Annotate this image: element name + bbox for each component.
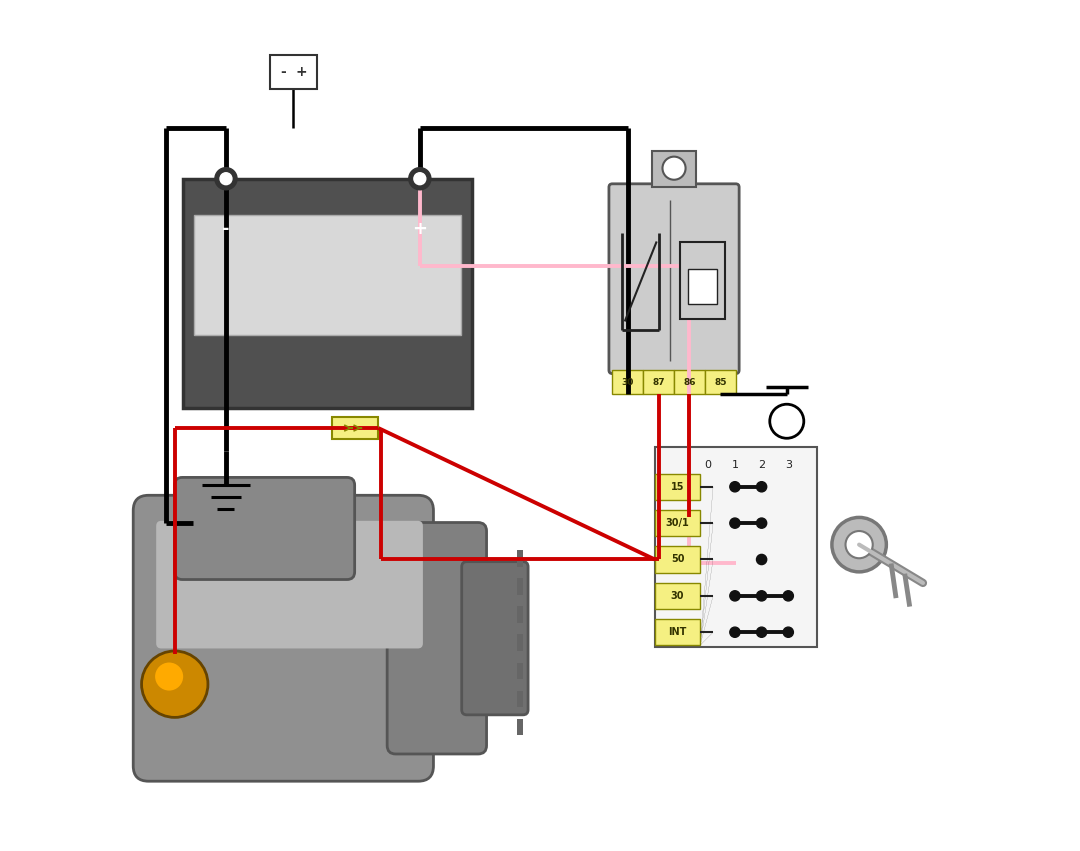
Text: 87: 87 <box>652 378 665 386</box>
Text: 1: 1 <box>731 460 739 470</box>
FancyBboxPatch shape <box>175 477 354 580</box>
Circle shape <box>756 627 767 637</box>
Bar <box>332 417 378 439</box>
FancyBboxPatch shape <box>609 184 739 374</box>
FancyBboxPatch shape <box>157 521 423 648</box>
Bar <box>654 583 700 609</box>
Text: INT: INT <box>669 627 687 637</box>
Circle shape <box>730 518 740 528</box>
Bar <box>674 370 705 394</box>
Circle shape <box>770 404 804 438</box>
Bar <box>517 606 523 623</box>
Circle shape <box>408 168 431 190</box>
Text: +: + <box>296 66 308 79</box>
Circle shape <box>832 517 887 572</box>
Circle shape <box>783 627 794 637</box>
Bar <box>517 662 523 679</box>
Bar <box>517 691 523 707</box>
Circle shape <box>156 662 184 691</box>
Text: 30: 30 <box>671 591 685 601</box>
Bar <box>705 370 735 394</box>
Bar <box>654 510 700 536</box>
Bar <box>680 242 725 319</box>
Circle shape <box>220 173 232 185</box>
Bar <box>270 55 316 89</box>
Circle shape <box>662 157 686 180</box>
FancyBboxPatch shape <box>462 562 528 715</box>
Bar <box>517 718 523 735</box>
Circle shape <box>756 591 767 601</box>
Text: 50: 50 <box>671 555 685 564</box>
Circle shape <box>756 518 767 528</box>
Bar <box>517 635 523 651</box>
Circle shape <box>730 591 740 601</box>
Circle shape <box>783 591 794 601</box>
Bar <box>517 550 523 567</box>
Circle shape <box>730 482 740 492</box>
Bar <box>654 620 700 645</box>
Bar <box>654 546 700 573</box>
Bar <box>652 151 697 187</box>
Bar <box>193 215 461 335</box>
Text: 3: 3 <box>785 460 792 470</box>
Bar <box>183 179 472 408</box>
Bar <box>654 474 700 500</box>
Text: 86: 86 <box>684 378 696 386</box>
Bar <box>644 370 674 394</box>
Text: +: + <box>413 220 428 238</box>
Text: -: - <box>280 66 286 79</box>
Text: 30: 30 <box>622 378 634 386</box>
Text: 2: 2 <box>758 460 765 470</box>
Text: 0: 0 <box>705 460 712 470</box>
Text: 85: 85 <box>714 378 727 386</box>
Bar <box>612 370 644 394</box>
Text: 15: 15 <box>671 482 685 492</box>
Circle shape <box>756 554 767 564</box>
Bar <box>654 447 816 647</box>
Circle shape <box>215 168 237 190</box>
Bar <box>688 269 717 304</box>
Circle shape <box>414 173 426 185</box>
Text: -: - <box>222 220 230 238</box>
Circle shape <box>730 627 740 637</box>
FancyBboxPatch shape <box>133 495 433 781</box>
Bar <box>517 579 523 595</box>
FancyBboxPatch shape <box>387 523 487 754</box>
Circle shape <box>756 482 767 492</box>
Circle shape <box>846 531 873 558</box>
Text: 30/1: 30/1 <box>665 518 689 528</box>
Circle shape <box>141 651 208 717</box>
